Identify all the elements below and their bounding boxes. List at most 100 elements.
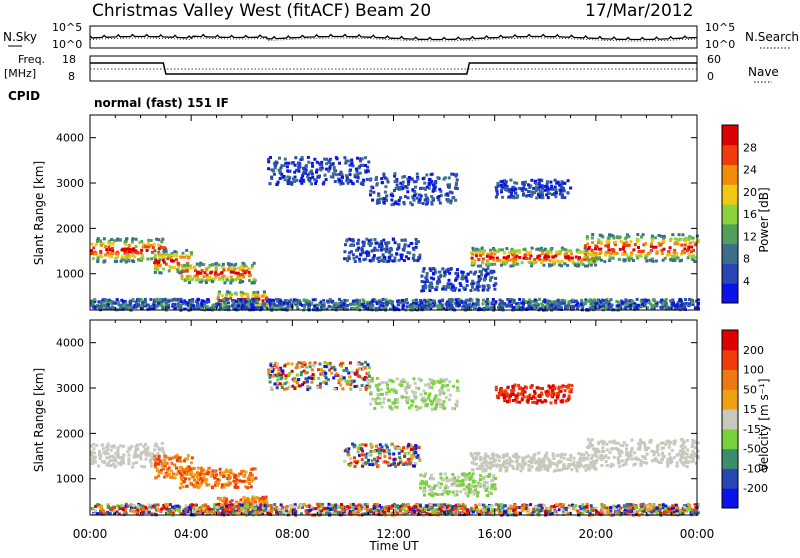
heatmap-cell [442, 384, 445, 387]
heatmap-cell [392, 238, 395, 241]
heatmap-cell [478, 275, 481, 278]
heatmap-cell [489, 276, 492, 279]
heatmap-cell [531, 465, 534, 468]
heatmap-cell [364, 361, 367, 364]
heatmap-cell [462, 481, 465, 484]
heatmap-cell [502, 456, 505, 459]
heatmap-cell [325, 162, 328, 165]
heatmap-cell [294, 156, 297, 159]
heatmap-cell [239, 298, 242, 301]
heatmap-cell [552, 307, 555, 310]
heatmap-cell [147, 242, 150, 245]
heatmap-cell [454, 279, 457, 282]
heatmap-cell [441, 299, 444, 302]
heatmap-cell [326, 362, 329, 365]
heatmap-cell [436, 176, 439, 179]
heatmap-cell [368, 375, 371, 378]
heatmap-cell [247, 302, 250, 305]
heatmap-cell [356, 242, 359, 245]
heatmap-cell [438, 305, 441, 308]
heatmap-cell [299, 180, 302, 183]
heatmap-cell [667, 253, 670, 256]
heatmap-cell [493, 249, 496, 252]
heatmap-cell [158, 264, 161, 267]
heatmap-cell [275, 183, 278, 186]
heatmap-cell [495, 188, 498, 191]
heatmap-cell [159, 460, 162, 463]
heatmap-cell [134, 451, 137, 454]
heatmap-cell [385, 393, 388, 396]
heatmap-cell [371, 380, 374, 383]
heatmap-cell [484, 269, 487, 272]
heatmap-cell [243, 499, 246, 502]
heatmap-cell [672, 303, 675, 306]
heatmap-cell [136, 454, 139, 457]
heatmap-cell [223, 497, 226, 500]
heatmap-cell [484, 469, 487, 472]
heatmap-cell [385, 298, 388, 301]
heatmap-cell [525, 300, 528, 303]
heatmap-cell [241, 295, 244, 298]
heatmap-cell [417, 256, 420, 259]
power-colorbar-swatch [722, 125, 738, 145]
heatmap-cell [625, 241, 628, 244]
heatmap-cell [567, 191, 570, 194]
heatmap-cell [449, 298, 452, 301]
heatmap-cell [428, 392, 431, 395]
heatmap-cell [346, 304, 349, 307]
heatmap-cell [625, 253, 628, 256]
nave-tick-low: 0 [707, 70, 714, 83]
heatmap-cell [443, 378, 446, 381]
heatmap-cell [356, 173, 359, 176]
heatmap-cell [334, 388, 337, 391]
heatmap-cell [122, 445, 125, 448]
heatmap-cell [377, 198, 380, 201]
heatmap-cell [319, 163, 322, 166]
heatmap-cell [301, 383, 304, 386]
heatmap-cell [552, 256, 555, 259]
heatmap-cell [544, 185, 547, 188]
heatmap-cell [219, 306, 222, 309]
heatmap-cell [341, 176, 344, 179]
heatmap-cell [663, 248, 666, 251]
heatmap-cell [288, 372, 291, 375]
power-colorbar-swatch [722, 224, 738, 244]
heatmap-cell [293, 377, 296, 380]
power-y-axis-label: Slant Range [km] [32, 161, 46, 265]
heatmap-cell [367, 453, 370, 456]
heatmap-cell [354, 174, 357, 177]
heatmap-cell [234, 272, 237, 275]
heatmap-cell [488, 491, 491, 494]
heatmap-cell [163, 246, 166, 249]
heatmap-cell [180, 478, 183, 481]
heatmap-cell [225, 484, 228, 487]
heatmap-cell [348, 251, 351, 254]
heatmap-cell [651, 305, 654, 308]
heatmap-cell [351, 303, 354, 306]
heatmap-cell [547, 196, 550, 199]
heatmap-cell [183, 480, 186, 483]
heatmap-cell [100, 306, 103, 309]
heatmap-cell [316, 386, 319, 389]
heatmap-cell [338, 298, 341, 301]
heatmap-cell [669, 246, 672, 249]
heatmap-cell [496, 182, 499, 185]
heatmap-cell [303, 298, 306, 301]
heatmap-cell [455, 272, 458, 275]
heatmap-cell [248, 279, 251, 282]
heatmap-cell [522, 302, 525, 305]
heatmap-cell [528, 257, 531, 260]
heatmap-cell [377, 449, 380, 452]
heatmap-cell [406, 190, 409, 193]
heatmap-cell [135, 245, 138, 248]
heatmap-cell [447, 282, 450, 285]
heatmap-cell [541, 196, 544, 199]
heatmap-cell [674, 237, 677, 240]
heatmap-cell [553, 462, 556, 465]
heatmap-cell [482, 289, 485, 292]
heatmap-cell [540, 260, 543, 263]
heatmap-cell [161, 238, 164, 241]
heatmap-cell [425, 173, 428, 176]
heatmap-cell [340, 173, 343, 176]
heatmap-cell [155, 476, 158, 479]
